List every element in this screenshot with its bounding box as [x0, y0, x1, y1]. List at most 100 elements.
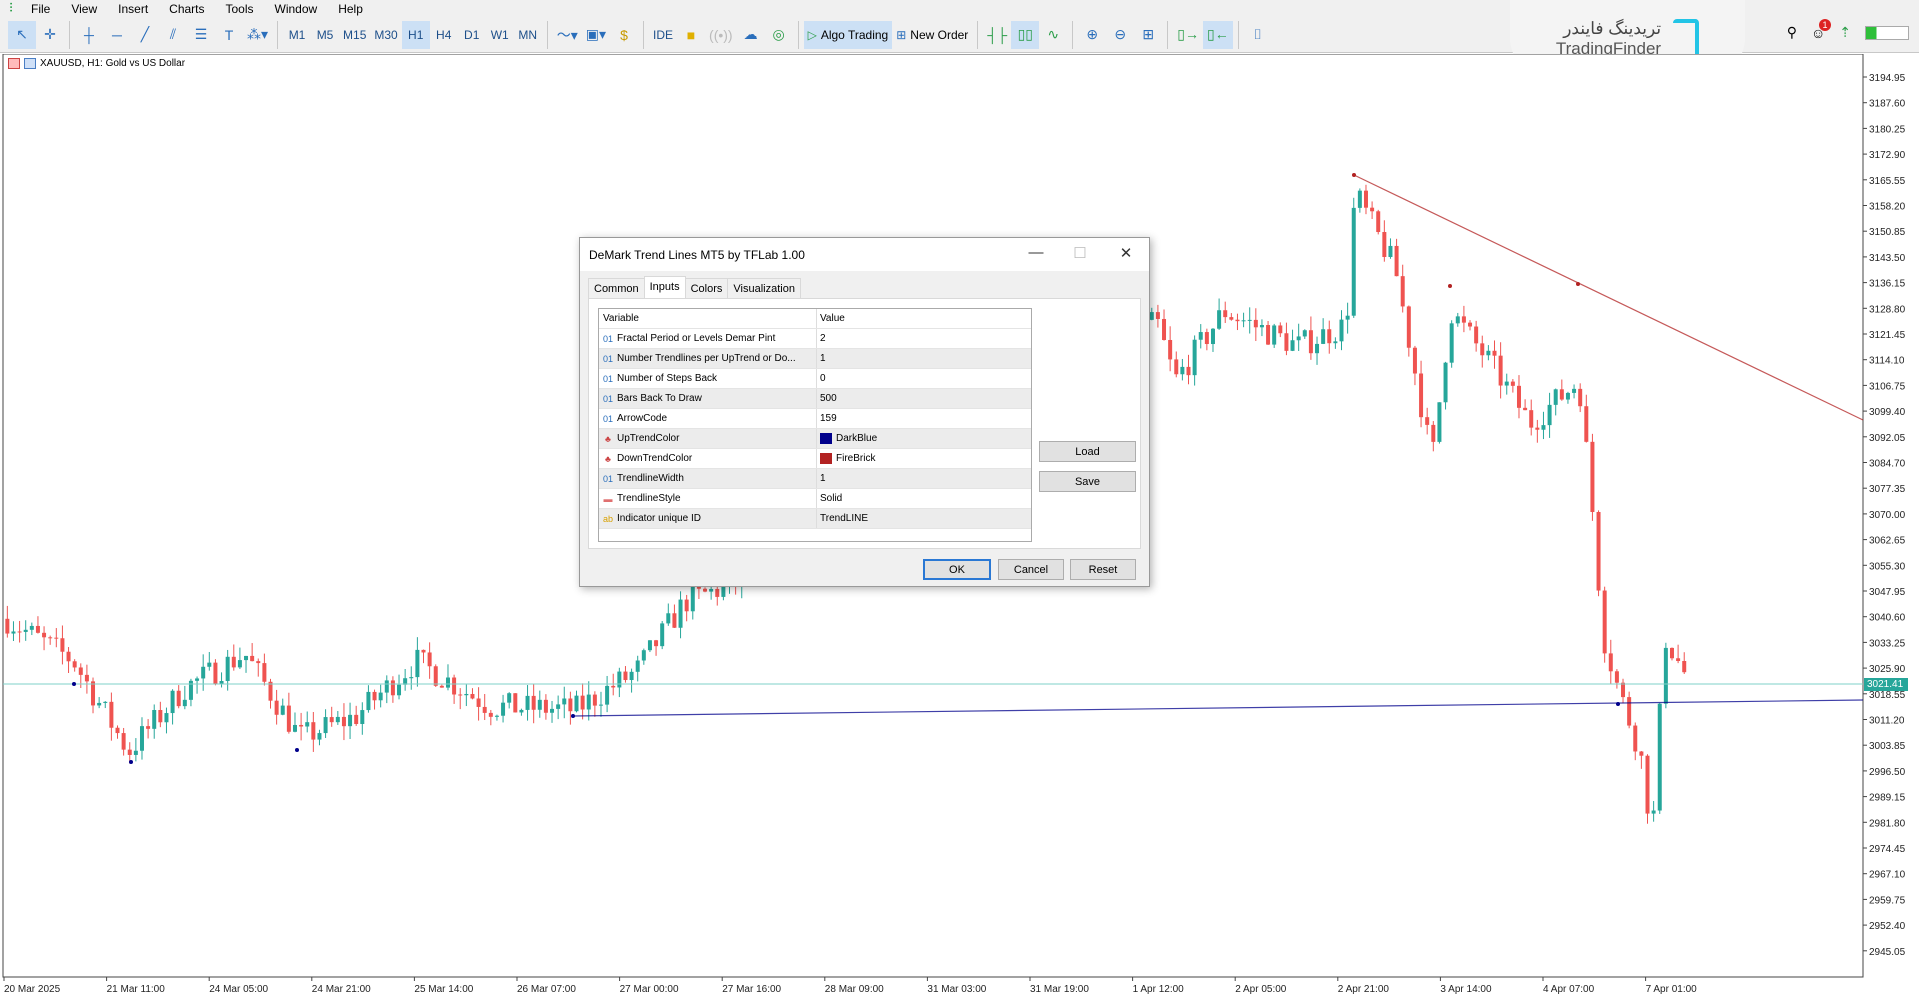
variable-value[interactable]: 1: [820, 353, 826, 364]
save-button[interactable]: Save: [1039, 471, 1136, 492]
algo-trading-button[interactable]: ▷ Algo Trading: [803, 20, 893, 49]
minimize-icon[interactable]: —: [1028, 244, 1044, 261]
price-tick-label: 3092.05: [1869, 433, 1906, 444]
candle-body: [188, 680, 193, 700]
candle-body: [213, 662, 218, 685]
tab-common[interactable]: Common: [588, 278, 645, 300]
column-value: Value: [820, 313, 845, 324]
input-row[interactable]: 01 TrendlineWidth 1: [599, 469, 1031, 489]
templates-icon[interactable]: ▣▾: [585, 26, 607, 42]
vps-icon[interactable]: ◎: [772, 26, 785, 42]
input-row[interactable]: 01 ArrowCode 159: [599, 409, 1031, 429]
time-tick-label: 2 Apr 21:00: [1338, 984, 1390, 995]
timeframe-m5[interactable]: M5: [316, 27, 334, 42]
candle-body: [519, 709, 524, 713]
candle-body: [611, 685, 616, 688]
crosshair-icon[interactable]: ✛: [44, 26, 56, 42]
variable-value[interactable]: DarkBlue: [836, 433, 878, 444]
candle-body: [274, 700, 279, 715]
screenshot-icon[interactable]: ⌷: [1253, 26, 1262, 42]
time-tick-label: 24 Mar 05:00: [209, 984, 268, 995]
candle-body: [360, 710, 365, 724]
market-bag-icon[interactable]: ■: [686, 26, 696, 43]
line-chart-icon[interactable]: ∿: [1047, 26, 1060, 42]
tab-colors[interactable]: Colors: [684, 278, 729, 300]
candle-body: [1315, 343, 1320, 354]
zoom-in-icon[interactable]: ⊕: [1086, 26, 1099, 42]
tab-visualization[interactable]: Visualization: [727, 278, 801, 300]
timeframe-d1[interactable]: D1: [464, 27, 480, 42]
zoom-out-icon[interactable]: ⊖: [1114, 26, 1127, 42]
notifications-icon[interactable]: ☺ 1: [1811, 18, 1831, 41]
timeframe-m30[interactable]: M30: [374, 27, 398, 42]
fibonacci-icon[interactable]: ☰: [194, 26, 208, 42]
candle-body: [1572, 388, 1577, 393]
variable-value[interactable]: 159: [820, 413, 837, 424]
channel-icon[interactable]: ⫽: [169, 26, 177, 42]
bar-chart-icon[interactable]: ┤├: [987, 26, 1008, 43]
shapes-icon[interactable]: ⁂▾: [247, 26, 269, 42]
timeframe-w1[interactable]: W1: [490, 27, 509, 42]
cursor-icon[interactable]: ↖: [8, 20, 36, 49]
candle-body: [690, 585, 695, 612]
uptrend-line: [572, 699, 1864, 717]
candle-body: [311, 722, 316, 740]
variable-value[interactable]: Solid: [820, 493, 843, 504]
menu-window[interactable]: Window: [274, 1, 318, 16]
input-row[interactable]: 01 Bars Back To Draw 500: [599, 389, 1031, 409]
text-icon[interactable]: T: [224, 26, 234, 43]
timeframe-mn[interactable]: MN: [518, 27, 538, 42]
variable-value[interactable]: 1: [820, 473, 826, 484]
variable-value[interactable]: TrendLINE: [820, 513, 868, 524]
timeframe-m15[interactable]: M15: [343, 27, 367, 42]
ide-button[interactable]: IDE: [653, 27, 674, 42]
close-icon[interactable]: ✕: [1119, 245, 1133, 262]
ok-button[interactable]: OK: [923, 559, 991, 580]
variable-value[interactable]: 2: [820, 333, 826, 344]
load-button[interactable]: Load: [1039, 441, 1136, 462]
maximize-icon[interactable]: ☐: [1073, 245, 1087, 262]
tab-inputs[interactable]: Inputs: [643, 276, 686, 300]
timeframe-h1[interactable]: H1: [401, 20, 430, 49]
input-row[interactable]: ♣ UpTrendColor DarkBlue: [599, 429, 1031, 449]
menu-charts[interactable]: Charts: [169, 1, 205, 16]
candle-body: [1437, 402, 1442, 442]
vertical-line-icon[interactable]: ┼: [84, 26, 94, 43]
input-row[interactable]: ▬ TrendlineStyle Solid: [599, 489, 1031, 509]
cloud-icon[interactable]: ☁: [743, 26, 758, 42]
cancel-button[interactable]: Cancel: [998, 559, 1064, 580]
search-icon[interactable]: ⚲: [1786, 24, 1797, 40]
menu-insert[interactable]: Insert: [118, 1, 149, 16]
dollar-icon[interactable]: $: [620, 26, 628, 43]
variable-value[interactable]: FireBrick: [836, 453, 876, 464]
candle-body: [60, 638, 65, 652]
input-row[interactable]: ab Indicator unique ID TrendLINE: [599, 509, 1031, 529]
reset-button[interactable]: Reset: [1070, 559, 1136, 580]
variable-value[interactable]: 500: [820, 393, 837, 404]
trendline-icon[interactable]: ╱: [140, 26, 150, 42]
new-order-button[interactable]: ⊞ New Order: [892, 21, 972, 49]
tile-windows-icon[interactable]: ⊞: [1142, 26, 1155, 42]
timeframe-m1[interactable]: M1: [288, 27, 306, 42]
auto-scroll-icon[interactable]: ▯→: [1177, 26, 1200, 42]
horizontal-line-icon[interactable]: ─: [112, 26, 122, 43]
algo-trading-label: Algo Trading: [820, 27, 889, 42]
signals-icon[interactable]: ((•)): [709, 26, 733, 43]
candle-body: [703, 588, 708, 592]
menu-tools[interactable]: Tools: [225, 1, 254, 16]
input-row[interactable]: ♣ DownTrendColor FireBrick: [599, 449, 1031, 469]
input-row[interactable]: 01 Fractal Period or Levels Demar Pint 2: [599, 329, 1031, 349]
candle-body: [1412, 347, 1417, 374]
chart-shift-icon[interactable]: ▯←: [1203, 20, 1233, 49]
menu-file[interactable]: File: [31, 1, 51, 16]
timeframe-h4[interactable]: H4: [436, 27, 452, 42]
variable-value[interactable]: 0: [820, 373, 826, 384]
candlestick-icon[interactable]: ▯▯: [1011, 20, 1040, 49]
menu-view[interactable]: View: [71, 1, 98, 16]
input-row[interactable]: 01 Number of Steps Back 0: [599, 369, 1031, 389]
input-row[interactable]: 01 Number Trendlines per UpTrend or Do...…: [599, 349, 1031, 369]
menu-help[interactable]: Help: [338, 1, 363, 16]
candle-body: [1645, 755, 1650, 814]
indicators-icon[interactable]: 〜▾: [556, 26, 578, 43]
price-tick-label: 3165.55: [1869, 176, 1906, 187]
